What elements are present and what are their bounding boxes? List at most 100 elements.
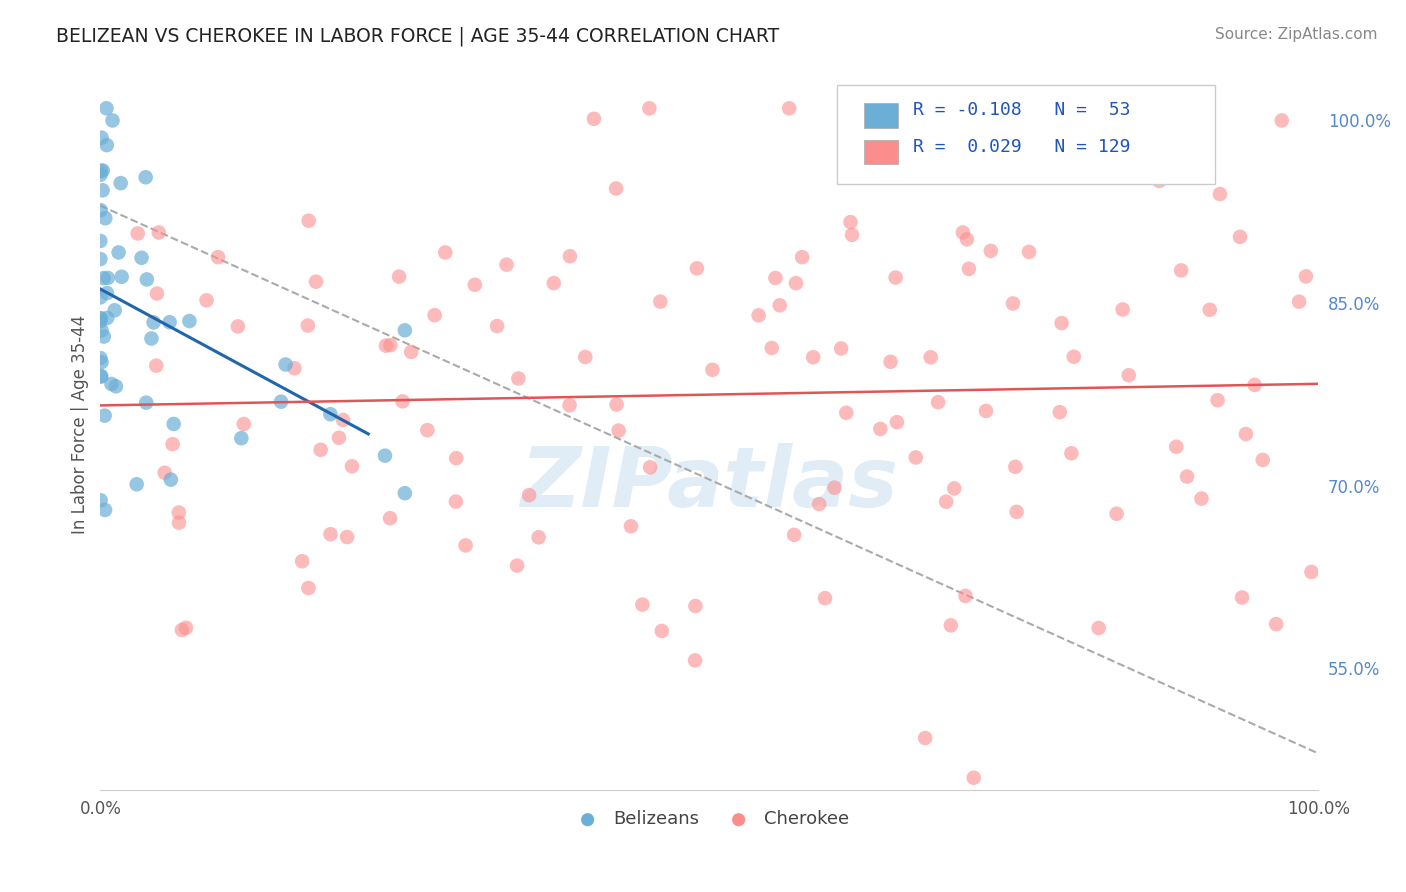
Point [125,477,148,491]
Point [839,215,862,229]
Point [298,213,321,227]
Point [454,538,477,552]
Point [1265,617,1288,632]
Text: ZIPatlas: ZIPatlas [520,442,898,524]
Point [207,250,229,264]
Point [574,350,596,364]
Point [1301,565,1323,579]
Point [830,342,852,356]
Point [980,244,1002,258]
Point [274,358,297,372]
Point [388,269,411,284]
Point [127,227,149,241]
Point [231,431,253,445]
Point [620,519,643,533]
Point [89,234,111,248]
Point [394,486,416,500]
Point [444,494,467,508]
Point [416,423,439,437]
Point [89,252,111,266]
Point [1170,263,1192,277]
Point [1198,302,1220,317]
Point [879,355,901,369]
Point [90,493,112,508]
Point [1288,294,1310,309]
Point [1022,153,1045,168]
Point [1230,591,1253,605]
Point [963,771,986,785]
Point [145,359,167,373]
Point [801,350,824,364]
Point [135,395,157,409]
Point [778,101,800,115]
Point [226,319,249,334]
Point [841,227,863,242]
Point [508,371,530,385]
Point [153,466,176,480]
Point [91,163,114,178]
Point [1118,368,1140,383]
Point [686,261,709,276]
Point [1111,302,1133,317]
Point [336,530,359,544]
Point [884,270,907,285]
Point [631,598,654,612]
Point [495,258,517,272]
Point [380,338,402,352]
Point [93,271,115,285]
Point [1087,621,1109,635]
Point [374,338,396,352]
Point [96,310,118,325]
Point [835,406,858,420]
Point [107,245,129,260]
Point [332,413,354,427]
Point [89,290,111,304]
Point [748,309,770,323]
Point [974,404,997,418]
Point [824,481,846,495]
Point [232,417,254,431]
Point [446,451,468,466]
Point [90,163,112,178]
Point [90,323,112,337]
Point [328,431,350,445]
Point [89,311,111,326]
Point [1234,427,1257,442]
Point [558,249,581,263]
Point [89,351,111,365]
Point [91,183,114,197]
Point [297,318,319,333]
Point [90,203,112,218]
Point [309,442,332,457]
FancyBboxPatch shape [865,140,898,164]
Point [486,319,509,334]
Point [96,101,118,115]
Point [1018,244,1040,259]
Point [90,130,112,145]
Point [950,166,973,180]
Point [423,308,446,322]
Point [785,276,807,290]
Text: R =  0.029   N = 129: R = 0.029 N = 129 [912,137,1130,156]
Point [1251,453,1274,467]
Point [378,511,401,525]
Point [1060,446,1083,460]
FancyBboxPatch shape [865,103,898,128]
Point [1209,187,1232,202]
Point [927,395,949,409]
Point [96,286,118,301]
Point [543,276,565,290]
Point [582,112,605,126]
Point [1191,491,1213,506]
Point [1050,316,1073,330]
Point [1243,378,1265,392]
Point [527,530,550,544]
Point [506,558,529,573]
Point [869,422,891,436]
Point [399,345,422,359]
Point [104,379,127,393]
Point [605,181,627,195]
Point [1063,350,1085,364]
Point [765,271,787,285]
Point [1149,174,1171,188]
